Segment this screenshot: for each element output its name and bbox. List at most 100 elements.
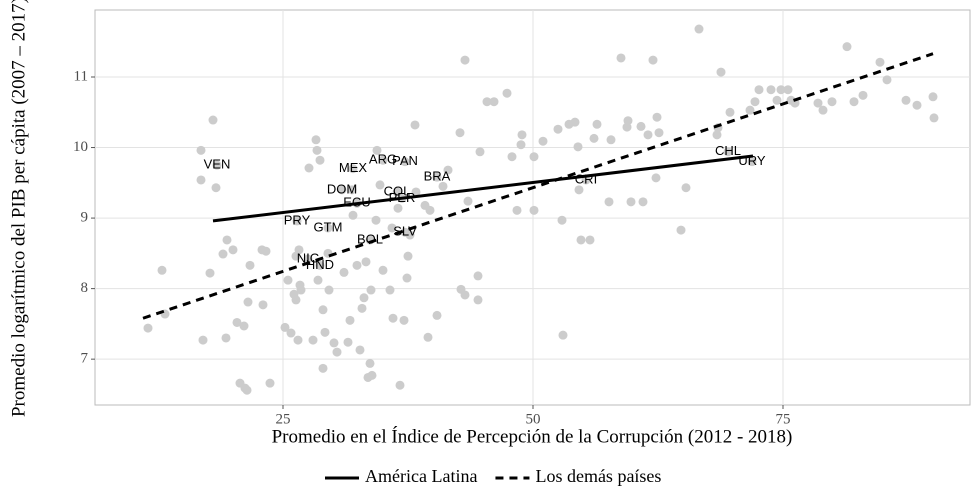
point xyxy=(875,57,885,67)
point xyxy=(576,235,586,245)
point xyxy=(365,358,375,368)
country-label: ARG xyxy=(369,152,397,167)
legend-label: Los demás países xyxy=(535,466,661,486)
point xyxy=(516,140,526,150)
country-label: CHL xyxy=(715,143,741,158)
country-point xyxy=(400,227,410,237)
point xyxy=(636,121,646,131)
point xyxy=(315,155,325,165)
point xyxy=(574,185,584,195)
point xyxy=(393,203,403,213)
point xyxy=(318,363,328,373)
point xyxy=(538,136,548,146)
y-axis-title: Promedio logarítmico del PIB per cápita … xyxy=(8,0,29,417)
point xyxy=(294,245,304,255)
country-point xyxy=(337,185,347,195)
point xyxy=(359,293,369,303)
point xyxy=(313,275,323,285)
point xyxy=(716,67,726,77)
point xyxy=(766,85,776,95)
point xyxy=(652,112,662,122)
point xyxy=(221,333,231,343)
point xyxy=(258,300,268,310)
point xyxy=(606,135,616,145)
point xyxy=(228,245,238,255)
point xyxy=(357,303,367,313)
point xyxy=(425,205,435,215)
point xyxy=(395,380,405,390)
country-label: NIC xyxy=(297,250,319,265)
point xyxy=(783,85,793,95)
point xyxy=(385,285,395,295)
point xyxy=(790,98,800,108)
country-label: PRY xyxy=(284,212,311,227)
country-point xyxy=(212,160,222,170)
country-label: BRA xyxy=(424,169,451,184)
point xyxy=(573,142,583,152)
point xyxy=(211,183,221,193)
country-label: SLV xyxy=(393,224,417,239)
point xyxy=(218,249,228,259)
trend-line xyxy=(212,154,754,223)
point xyxy=(616,53,626,63)
point xyxy=(387,223,397,233)
point xyxy=(694,24,704,34)
country-point xyxy=(392,187,402,197)
point xyxy=(311,135,321,145)
x-tick-label: 50 xyxy=(526,411,541,427)
point xyxy=(348,210,358,220)
point xyxy=(286,328,296,338)
point xyxy=(361,257,371,267)
point xyxy=(366,285,376,295)
point xyxy=(842,42,852,52)
point xyxy=(232,317,242,327)
point xyxy=(776,85,786,95)
point xyxy=(482,97,492,107)
y-tick-label: 9 xyxy=(81,210,89,226)
point xyxy=(558,330,568,340)
country-label: PAN xyxy=(392,153,418,168)
point xyxy=(402,273,412,283)
point xyxy=(750,97,760,107)
point xyxy=(411,187,421,197)
point xyxy=(196,145,206,155)
point xyxy=(143,323,153,333)
point xyxy=(654,128,664,138)
point xyxy=(320,327,330,337)
point xyxy=(529,205,539,215)
point xyxy=(929,113,939,123)
x-tick-label: 75 xyxy=(776,411,791,427)
point xyxy=(623,116,633,126)
point xyxy=(283,275,293,285)
point xyxy=(280,322,290,332)
point xyxy=(291,295,301,305)
point xyxy=(372,145,382,155)
point xyxy=(318,305,328,315)
point xyxy=(858,90,868,100)
point xyxy=(339,267,349,277)
point xyxy=(473,295,483,305)
country-label: VEN xyxy=(204,157,231,172)
country-point xyxy=(723,147,733,157)
point xyxy=(308,335,318,345)
point xyxy=(882,75,892,85)
point xyxy=(410,120,420,130)
point xyxy=(585,235,595,245)
country-point xyxy=(323,223,333,233)
point xyxy=(245,260,255,270)
point xyxy=(912,100,922,110)
point xyxy=(242,385,252,395)
y-tick-label: 8 xyxy=(81,280,89,296)
point xyxy=(399,315,409,325)
country-label: DOM xyxy=(327,181,357,196)
y-tick-label: 11 xyxy=(74,68,88,84)
point xyxy=(712,130,722,140)
point xyxy=(772,95,782,105)
point xyxy=(196,175,206,185)
point xyxy=(502,88,512,98)
country-point xyxy=(378,155,388,165)
point xyxy=(517,130,527,140)
point xyxy=(489,97,499,107)
point xyxy=(928,92,938,102)
point xyxy=(205,268,215,278)
